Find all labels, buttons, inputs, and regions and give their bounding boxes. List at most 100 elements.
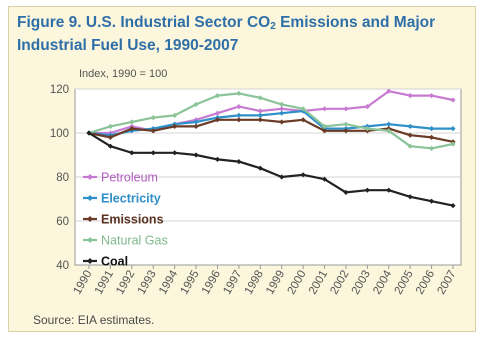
x-tick-label: 1993 [136, 269, 159, 297]
y-tick-label: 100 [50, 128, 69, 140]
data-point-petroleum [214, 110, 221, 116]
chart-figure: Figure 9. U.S. Industrial Sector CO2 Emi… [8, 6, 476, 332]
legend-marker-emissions [87, 216, 93, 222]
data-point-natural-gas [172, 112, 178, 118]
x-tick-label: 1997 [221, 269, 244, 297]
data-point-emissions [172, 123, 178, 129]
x-tick-label: 1990 [71, 269, 94, 297]
data-point-natural-gas [428, 145, 435, 151]
data-point-petroleum [386, 88, 392, 94]
data-point-coal [407, 194, 413, 200]
data-point-natural-gas [236, 90, 242, 96]
legend-label-coal: Coal [101, 255, 128, 269]
x-tick-label: 1994 [157, 268, 180, 297]
data-point-electricity [450, 126, 456, 132]
legend-label-emissions: Emissions [101, 213, 164, 227]
data-point-natural-gas [407, 143, 413, 149]
x-tick-label: 2004 [371, 268, 394, 297]
legend-label-electricity: Electricity [101, 192, 161, 206]
x-tick-label: 2002 [328, 269, 351, 297]
data-point-petroleum [364, 104, 370, 110]
chart-subtitle: Index, 1990 = 100 [79, 68, 167, 80]
legend-marker-petroleum [87, 174, 93, 180]
data-point-emissions [321, 128, 328, 134]
series-line-natural-gas [88, 92, 454, 150]
data-point-emissions [150, 128, 156, 134]
data-point-coal [450, 203, 456, 209]
data-point-emissions [257, 117, 263, 123]
data-point-emissions [279, 119, 285, 125]
data-point-coal [386, 187, 392, 193]
chart-source: Source: EIA estimates. [33, 313, 155, 327]
data-point-electricity [257, 112, 263, 118]
legend-marker-coal [87, 258, 93, 264]
data-point-coal [428, 198, 435, 204]
data-point-natural-gas [321, 123, 328, 129]
data-point-natural-gas [193, 101, 199, 107]
data-point-coal [172, 150, 178, 156]
data-point-coal [343, 189, 349, 195]
data-point-petroleum [450, 97, 456, 103]
legend-marker-electricity [87, 195, 93, 201]
data-point-coal [300, 172, 306, 178]
data-point-petroleum [279, 106, 285, 112]
x-tick-label: 1999 [264, 269, 287, 297]
data-point-natural-gas [150, 115, 156, 121]
data-point-emissions [214, 117, 221, 123]
data-point-emissions [107, 134, 114, 140]
data-point-coal [193, 152, 199, 158]
data-point-emissions [300, 117, 306, 123]
data-point-emissions [129, 126, 135, 132]
y-tick-label: 40 [56, 260, 69, 272]
data-point-natural-gas [279, 101, 285, 107]
data-point-natural-gas [129, 119, 135, 125]
data-point-petroleum [407, 93, 413, 99]
data-point-natural-gas [214, 93, 221, 99]
x-tick-label: 2003 [350, 269, 373, 297]
data-point-emissions [236, 117, 242, 123]
data-point-coal [150, 150, 156, 156]
x-tick-label: 2000 [286, 269, 309, 297]
x-tick-label: 1998 [243, 269, 266, 297]
data-point-emissions [193, 123, 199, 129]
x-tick-label: 2007 [435, 269, 458, 297]
data-point-coal [321, 176, 328, 182]
data-point-petroleum [321, 106, 328, 112]
data-point-electricity [193, 119, 199, 125]
data-point-coal [236, 159, 242, 165]
series-line-electricity [88, 109, 453, 137]
data-point-emissions [343, 128, 349, 134]
data-point-natural-gas [386, 128, 392, 134]
chart-title: Figure 9. U.S. Industrial Sector CO2 Emi… [17, 14, 436, 54]
data-point-natural-gas [343, 121, 349, 127]
x-tick-label: 1996 [200, 269, 223, 297]
series-line-coal [88, 132, 454, 207]
chart-plot: Index, 1990 = 10040608010012019901991199… [50, 68, 462, 297]
data-point-natural-gas [107, 123, 114, 129]
x-tick-label: 1995 [178, 269, 201, 297]
y-tick-label: 60 [56, 216, 69, 228]
x-tick-label: 2006 [414, 269, 437, 297]
data-point-coal [214, 156, 221, 162]
x-tick-label: 2001 [307, 269, 330, 297]
data-point-electricity [407, 123, 413, 129]
data-point-coal [86, 130, 92, 136]
data-point-coal [129, 150, 135, 156]
data-point-electricity [279, 110, 285, 116]
legend-label-natural-gas: Natural Gas [101, 234, 168, 248]
data-point-coal [364, 187, 370, 193]
y-tick-label: 80 [56, 172, 69, 184]
data-point-petroleum [257, 108, 263, 114]
data-point-coal [279, 174, 285, 180]
data-point-natural-gas [364, 126, 370, 132]
legend-marker-natural-gas [87, 237, 93, 243]
data-point-petroleum [428, 93, 435, 99]
data-point-natural-gas [450, 141, 456, 147]
data-point-petroleum [343, 106, 349, 112]
data-point-petroleum [236, 104, 242, 110]
data-point-natural-gas [300, 106, 306, 112]
legend-label-petroleum: Petroleum [101, 171, 158, 185]
data-point-emissions [407, 132, 413, 138]
y-tick-label: 120 [50, 84, 69, 96]
data-point-coal [107, 143, 114, 149]
